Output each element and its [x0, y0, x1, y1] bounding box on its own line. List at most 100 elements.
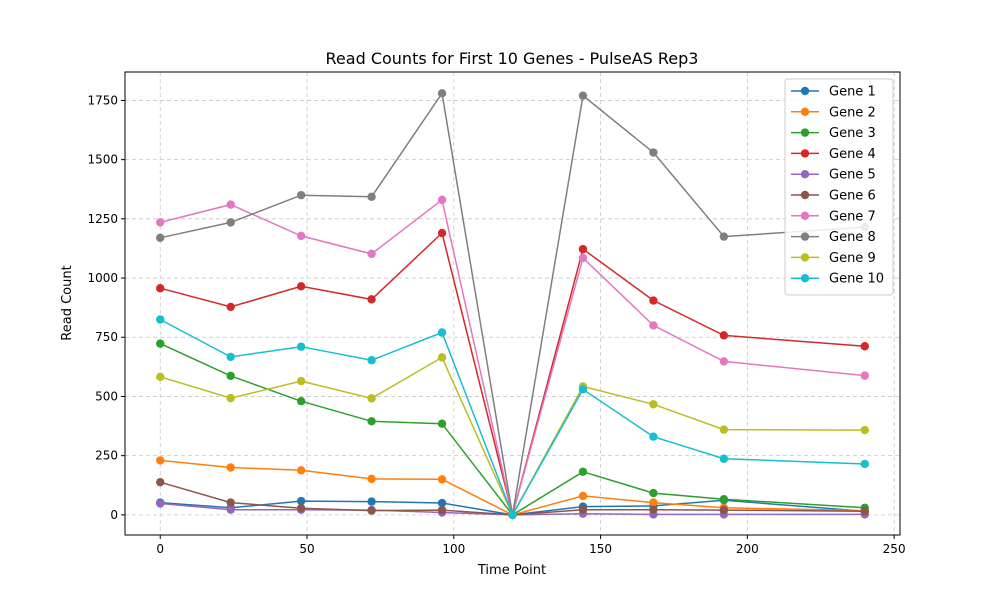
data-point: [719, 505, 729, 515]
data-point: [226, 352, 235, 362]
series-line: [160, 499, 865, 516]
data-point: [226, 200, 235, 209]
series-4: [156, 228, 869, 520]
y-tick-label: 1000: [87, 271, 118, 285]
legend-label: Gene 6: [829, 189, 876, 204]
data-point: [578, 491, 588, 501]
data-point: [156, 218, 165, 227]
data-point: [860, 371, 869, 380]
series-line: [160, 502, 865, 516]
legend-marker: [800, 211, 810, 220]
data-point: [226, 371, 235, 381]
y-axis-label: Read Count: [60, 265, 75, 340]
data-point: [156, 456, 165, 465]
data-point: [437, 505, 447, 515]
legend-marker: [800, 253, 810, 262]
grid: [125, 72, 900, 535]
data-point: [296, 231, 306, 241]
data-point: [649, 321, 658, 330]
series-10: [156, 315, 869, 520]
x-tick-label: 150: [589, 542, 612, 556]
data-point: [367, 506, 376, 515]
series-line: [159, 342, 865, 516]
series-line: [159, 356, 865, 517]
legend: Gene 1 Gene 2 Gene 3 Gene 4 Gene 5 Gene 6 Gene…: [784, 78, 894, 296]
data-point: [296, 190, 306, 200]
data-point: [156, 372, 165, 381]
data-point: [226, 302, 235, 312]
data-point: [649, 432, 658, 441]
legend-entry: Gene 5: [791, 168, 876, 183]
legend-label: Gene 2: [829, 105, 876, 120]
legend-entry: Gene 4: [791, 147, 876, 162]
data-point: [719, 454, 729, 463]
data-point: [296, 342, 306, 351]
data-point: [437, 498, 447, 508]
legend-marker: [800, 274, 810, 283]
series-line: [160, 91, 865, 516]
data-point: [437, 328, 447, 337]
x-tick-label: 250: [883, 542, 906, 556]
legend-entry: Gene 2: [791, 105, 876, 120]
legend-entry: Gene 10: [791, 272, 884, 287]
series-8: [156, 89, 869, 520]
data-point: [296, 504, 306, 513]
axis-ticks: 0 50 100 150 200 250 0 250 500 750 1000 1250 1500 175…: [87, 93, 905, 556]
y-tick-label: 1250: [87, 212, 118, 226]
legend-entry: Gene 8: [791, 230, 876, 245]
data-point: [649, 505, 658, 514]
data-point: [508, 510, 517, 520]
data-point: [437, 195, 447, 205]
data-point: [437, 475, 447, 484]
legend-marker: [800, 232, 810, 241]
x-tick-label: 100: [442, 542, 465, 556]
x-tick-label: 50: [299, 542, 314, 556]
data-point: [156, 339, 165, 348]
series-2: [156, 456, 869, 520]
data-point: [156, 315, 165, 324]
legend-entry: Gene 9: [791, 251, 876, 266]
series-line: [160, 198, 865, 516]
x-tick-label: 0: [156, 542, 164, 556]
legend-label: Gene 9: [829, 251, 876, 266]
legend-marker: [800, 107, 810, 117]
data-point: [226, 505, 235, 514]
y-tick-label: 750: [95, 330, 118, 344]
data-point: [296, 466, 306, 475]
legend-label: Gene 3: [829, 126, 876, 141]
data-point: [367, 394, 376, 403]
data-point: [367, 192, 376, 202]
data-point: [578, 91, 588, 100]
legend-marker: [800, 190, 810, 200]
legend-marker: [800, 86, 810, 96]
x-tick-label: 200: [736, 542, 759, 556]
data-point: [296, 282, 306, 291]
data-point: [226, 498, 235, 507]
data-point: [226, 218, 235, 227]
legend-entry: Gene 1: [791, 85, 876, 100]
data-point: [719, 331, 729, 340]
data-point: [156, 284, 165, 293]
y-tick-label: 1750: [87, 93, 118, 107]
data-point: [296, 396, 306, 406]
series-line: [160, 459, 865, 516]
data-point: [437, 228, 447, 238]
series-line: [160, 231, 865, 516]
legend-label: Gene 10: [829, 272, 884, 287]
legend-entry: Gene 6: [791, 189, 876, 204]
legend-entry: Gene 3: [791, 126, 876, 141]
data-point: [578, 244, 588, 254]
data-point: [296, 376, 306, 386]
data-point: [296, 496, 306, 506]
y-tick-label: 500: [95, 389, 118, 403]
data-point: [719, 232, 729, 241]
data-point: [578, 505, 588, 514]
data-point: [437, 419, 447, 428]
data-point: [437, 353, 447, 362]
data-point: [156, 477, 165, 487]
plot-frame: [124, 71, 901, 536]
legend-marker: [800, 170, 810, 179]
data-point: [649, 498, 658, 507]
data-point: [649, 488, 658, 498]
